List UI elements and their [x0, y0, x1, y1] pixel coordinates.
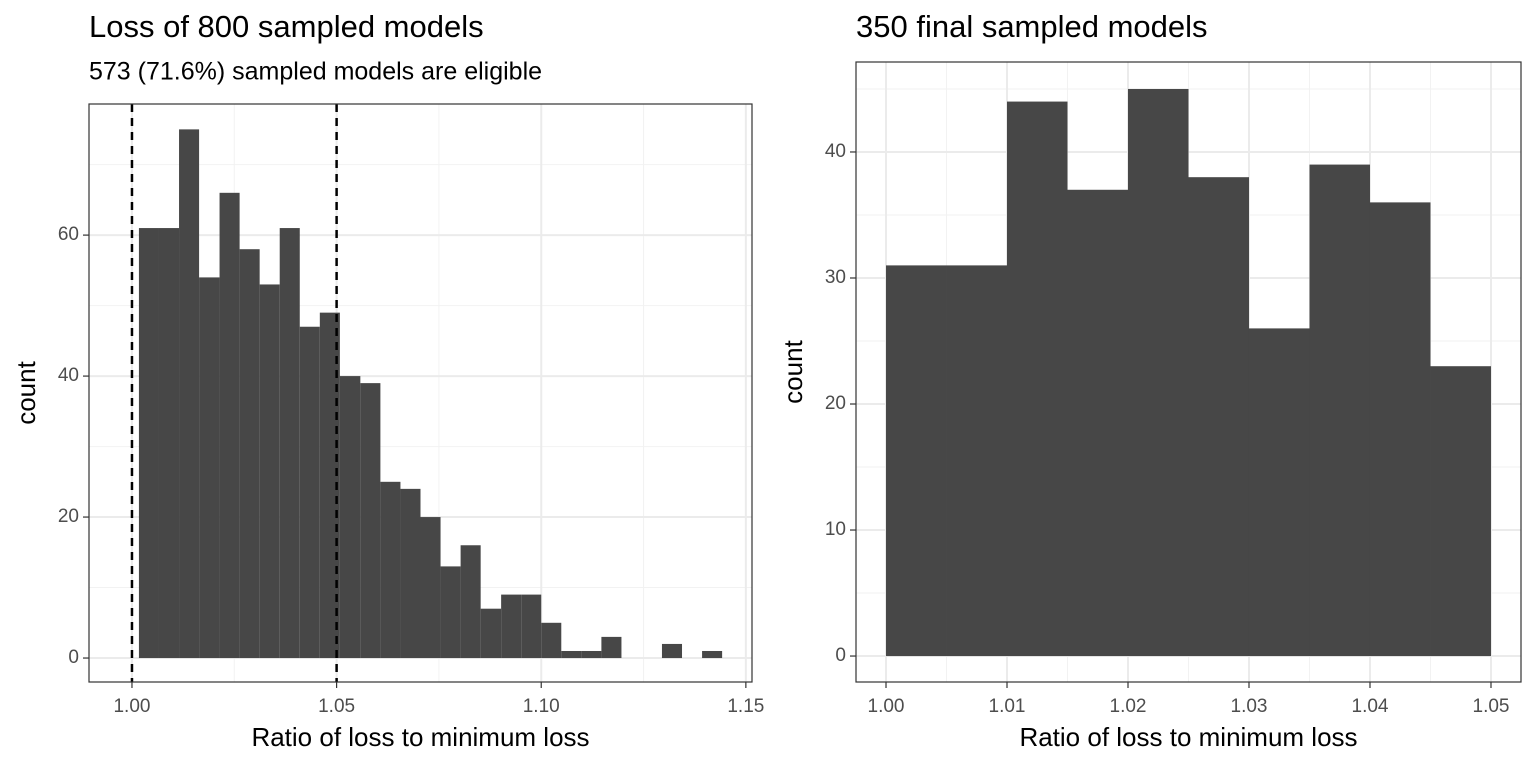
x-tick-label: 1.04 [1352, 696, 1389, 717]
y-tick-label: 30 [825, 267, 846, 288]
histogram-bar [460, 545, 481, 659]
chart-title: Loss of 800 sampled models [89, 9, 484, 44]
y-axis-label: count [778, 339, 808, 403]
histogram-bar [521, 594, 542, 659]
panel-border [88, 103, 753, 683]
histogram-bar [886, 265, 947, 657]
histogram-bar [259, 284, 280, 659]
x-tick-label: 1.01 [989, 696, 1026, 717]
histogram-bar [1128, 88, 1189, 657]
histogram-bar [299, 326, 320, 659]
histogram-bar [1369, 202, 1431, 657]
histogram-bar [1430, 366, 1491, 657]
y-tick-label: 60 [58, 224, 79, 245]
x-tick-label: 1.05 [318, 696, 355, 717]
x-tick-label: 1.03 [1231, 696, 1268, 717]
histogram-bar [400, 488, 421, 659]
y-tick-label: 0 [68, 647, 79, 668]
y-tick-label: 20 [58, 506, 79, 527]
histogram-bar [1188, 177, 1249, 657]
histogram-bar [199, 277, 220, 659]
histogram-bar [380, 481, 401, 659]
histogram-bar [581, 650, 602, 659]
histogram-bar [561, 650, 582, 659]
panel-border [855, 61, 1522, 683]
y-axis-label: count [11, 360, 41, 424]
histogram-bar [319, 312, 340, 659]
histogram-bar [219, 192, 240, 659]
histogram-bar [179, 129, 200, 659]
histogram-bar [239, 249, 260, 659]
y-tick-label: 40 [58, 365, 79, 386]
x-axis-label: Ratio of loss to minimum loss [1019, 722, 1357, 752]
histogram-bar [1309, 164, 1370, 657]
x-tick-label: 1.10 [523, 696, 560, 717]
histogram-bar [480, 608, 502, 659]
chart-title: 350 final sampled models [856, 9, 1208, 44]
x-tick-label: 1.02 [1110, 696, 1147, 717]
histogram-bar [1067, 189, 1129, 657]
histogram-bar [360, 383, 381, 659]
x-tick-label: 1.00 [113, 696, 150, 717]
histogram-bar [138, 228, 159, 659]
y-tick-label: 40 [825, 141, 846, 162]
x-axis-label: Ratio of loss to minimum loss [251, 722, 589, 752]
histogram-bar [702, 650, 723, 659]
y-tick-label: 10 [825, 519, 846, 540]
x-tick-label: 1.00 [868, 696, 905, 717]
histogram-bar [420, 517, 441, 659]
histogram-bar [946, 265, 1008, 657]
histogram-bar [339, 376, 361, 659]
histogram-bar [158, 228, 180, 659]
x-tick-label: 1.05 [1473, 696, 1510, 717]
y-tick-label: 0 [835, 645, 846, 666]
y-tick-label: 20 [825, 393, 846, 414]
histogram-bar [501, 594, 522, 659]
histogram-bar [440, 566, 461, 659]
histogram-bar [601, 636, 622, 659]
histogram-bar [279, 228, 300, 659]
histogram-bar [661, 643, 683, 659]
chart-subtitle: 573 (71.6%) sampled models are eligible [89, 58, 542, 86]
histogram-bar [1007, 101, 1068, 657]
histogram-bar [541, 622, 562, 659]
histogram-bar [1248, 328, 1310, 657]
x-tick-label: 1.15 [727, 696, 764, 717]
